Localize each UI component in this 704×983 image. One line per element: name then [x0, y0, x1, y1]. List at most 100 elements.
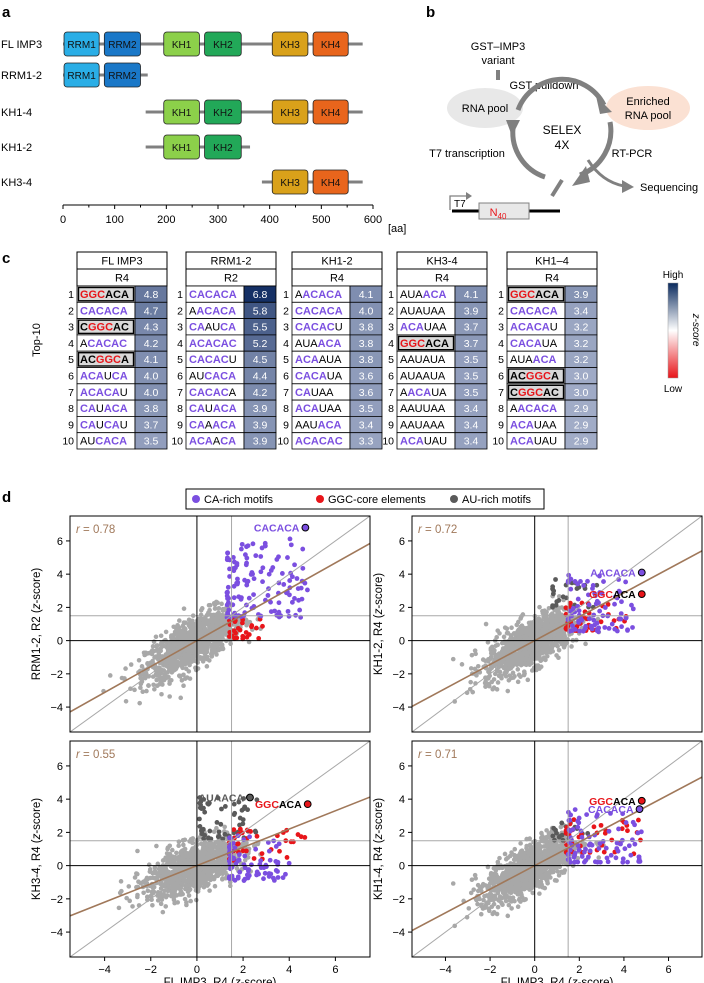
point-ca [276, 600, 282, 606]
point-background [542, 885, 548, 891]
y-tick-label: 6 [57, 536, 63, 548]
point-ggc [260, 623, 265, 629]
point-ca [616, 588, 622, 594]
point-background [145, 660, 150, 666]
domain-label-rrm2: RRM2 [108, 40, 137, 51]
score-value: 3.4 [464, 403, 479, 415]
point-background [529, 626, 535, 632]
point-ca [623, 579, 629, 585]
point-background [186, 893, 192, 898]
point-background [555, 643, 560, 649]
score-value: 3.8 [359, 338, 374, 350]
point-ca [227, 574, 233, 579]
rank-number: 4 [388, 338, 394, 350]
rank-number: 8 [68, 403, 74, 415]
point-background [500, 658, 506, 663]
domain-label-rrm1: RRM1 [67, 71, 96, 82]
point-background [470, 689, 476, 695]
correlation-symbol: r [76, 524, 81, 536]
point-background [534, 627, 540, 633]
motif-sequence: CAUACA [189, 403, 237, 415]
aa-axis-tick-label: 500 [312, 214, 330, 226]
motif-segment: ACA [318, 338, 342, 350]
point-ggc [302, 835, 308, 840]
point-background [475, 901, 480, 907]
point-ca [566, 572, 572, 578]
point-background [520, 626, 526, 631]
score-value: 4.2 [144, 338, 159, 350]
rank-number: 4 [283, 338, 289, 350]
motif-sequence: CAAACA [189, 419, 236, 431]
point-background [546, 605, 552, 611]
point-ca [250, 541, 256, 547]
rank-number: 10 [492, 436, 504, 448]
point-background [116, 905, 122, 911]
point-background [174, 865, 179, 871]
point-ca [569, 623, 575, 629]
point-background [190, 654, 196, 660]
rank-number: 7 [68, 387, 74, 399]
ggc-highlight-box [77, 286, 135, 302]
point-ca [242, 853, 248, 859]
point-ca [258, 858, 264, 864]
point-ca [259, 545, 265, 551]
motif-segment: UAA [534, 419, 557, 431]
point-au [206, 835, 212, 841]
point-background [210, 848, 216, 854]
point-background [149, 651, 155, 657]
ggc-highlight-box [397, 335, 455, 351]
sequencing-label: Sequencing [640, 182, 698, 194]
table-round: R4 [435, 273, 449, 285]
domain-rrm1-rrm1-2 [63, 62, 100, 88]
domain-kh2-kh1-4 [204, 99, 242, 125]
point-background [220, 876, 225, 881]
point-background [495, 904, 501, 910]
point-ca [594, 598, 600, 604]
motif-segment: CACACA [295, 305, 343, 317]
point-background [207, 624, 212, 630]
point-background [154, 843, 159, 849]
point-background [217, 860, 222, 866]
motif-segment: U [120, 387, 128, 399]
point-ca [234, 561, 240, 566]
score-value: 3.5 [144, 436, 159, 448]
point-background [189, 625, 195, 630]
point-background [182, 654, 187, 660]
point-background [127, 898, 133, 904]
rank-number: 7 [177, 387, 183, 399]
colorbar-title: z-score [690, 313, 701, 347]
point-background [148, 875, 153, 881]
motif-sequence: CACACA [295, 305, 343, 317]
point-ca [227, 843, 232, 849]
motif-segment: CA [104, 419, 120, 431]
t7-transcription-label: T7 transcription [429, 148, 505, 160]
domain-label-kh3: KH3 [280, 108, 300, 119]
point-background [489, 665, 495, 671]
motif-segment: U [229, 354, 237, 366]
point-background [162, 882, 168, 887]
point-background [181, 683, 186, 689]
motif-segment: U [205, 403, 213, 415]
score-value: 3.3 [359, 436, 374, 448]
x-tick-label: 6 [332, 964, 338, 976]
motif-segment: UA [431, 387, 447, 399]
point-background [206, 842, 212, 848]
point-background [212, 606, 218, 611]
point-ca [625, 627, 630, 633]
correlation-value: = 0.55 [80, 749, 116, 761]
highlight-point [637, 590, 646, 598]
point-background [167, 843, 173, 849]
construct-label-kh3-4: KH3-4 [1, 177, 32, 189]
enriched-label-line1: Enriched [626, 96, 669, 108]
point-ca [244, 560, 249, 566]
point-background [118, 879, 124, 884]
point-background [126, 884, 132, 889]
point-ca [238, 596, 244, 602]
point-ca [629, 602, 634, 608]
point-ca [235, 581, 240, 587]
point-background [175, 900, 181, 905]
y-tick-label: −2 [392, 669, 405, 681]
motif-segment: ACACAC [189, 338, 237, 350]
point-au [254, 797, 260, 803]
